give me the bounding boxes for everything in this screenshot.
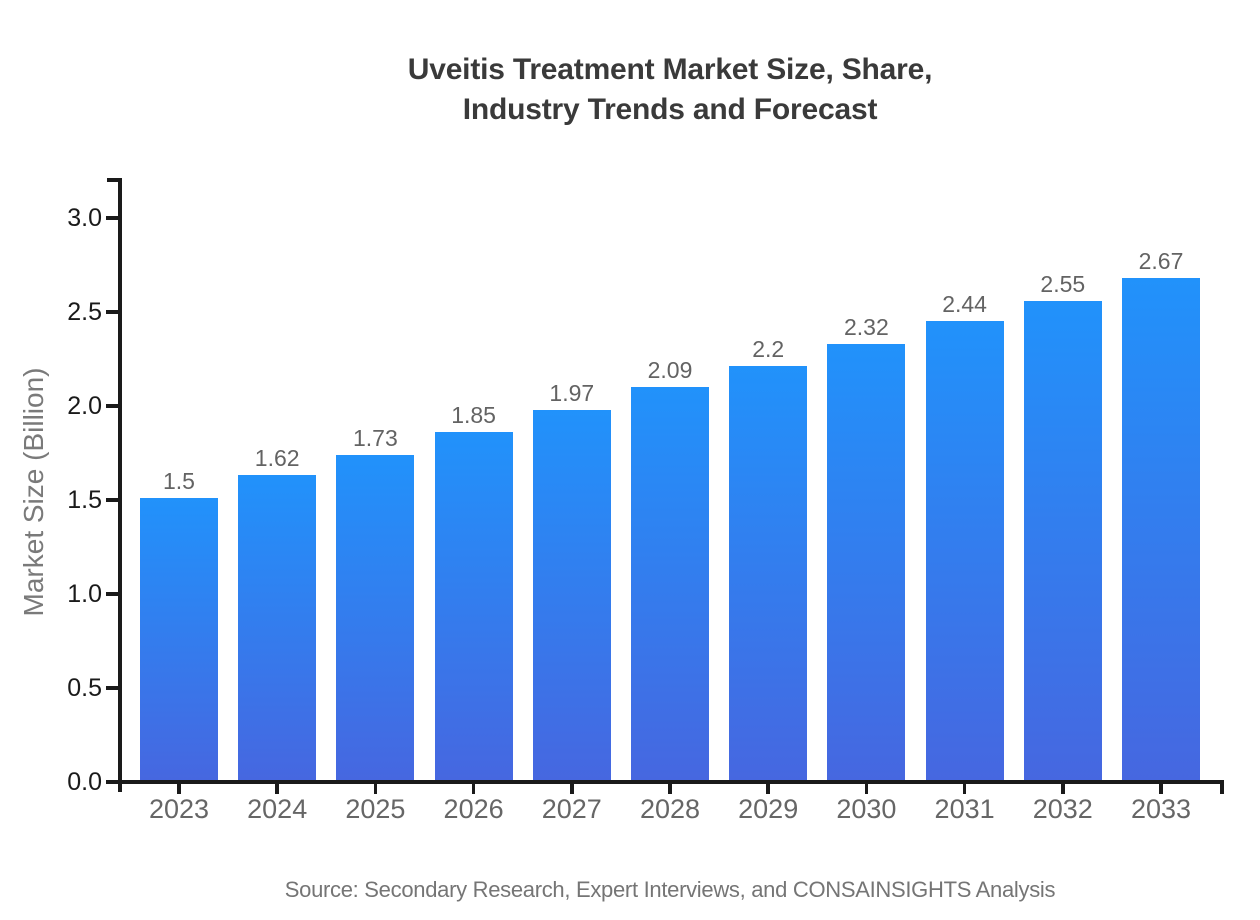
bar-value-label: 2.67 <box>1138 248 1184 275</box>
x-tick <box>1159 780 1163 794</box>
y-axis-end-cap <box>107 178 118 182</box>
bar <box>729 366 808 780</box>
y-tick <box>106 686 118 690</box>
bar <box>1122 278 1200 780</box>
bar-value-label: 2.09 <box>647 357 693 384</box>
bar-value-label: 2.2 <box>752 336 785 363</box>
y-tick-label: 2.0 <box>67 392 102 420</box>
x-tick-label: 2027 <box>541 794 602 824</box>
bar <box>631 387 709 780</box>
y-tick <box>106 592 118 596</box>
y-axis-spine <box>118 178 122 792</box>
bar-value-label: 1.85 <box>451 402 496 429</box>
y-tick-label: 3.0 <box>67 204 102 232</box>
x-tick-label: 2033 <box>1130 794 1192 824</box>
bar <box>434 432 513 780</box>
chart-title-line2: Industry Trends and Forecast <box>462 93 878 126</box>
x-tick <box>373 780 378 794</box>
x-axis-end-cap <box>1220 780 1224 794</box>
source-attribution: Source: Secondary Research, Expert Inter… <box>284 877 1056 902</box>
bar-value-label: 1.97 <box>549 379 595 406</box>
x-tick <box>864 780 869 794</box>
y-tick <box>106 404 118 408</box>
y-tick-label: 0.5 <box>67 674 102 702</box>
y-tick <box>106 498 118 502</box>
x-tick <box>1061 780 1065 794</box>
y-tick <box>106 310 118 314</box>
y-tick <box>106 216 118 220</box>
y-tick-label: 2.5 <box>67 298 102 326</box>
bar <box>925 321 1004 780</box>
chart-title: Uveitis Treatment Market Size, Share, In… <box>80 50 1260 130</box>
x-tick-label: 2031 <box>934 794 995 824</box>
bar-value-label: 2.32 <box>844 313 889 340</box>
bar <box>336 454 415 780</box>
x-tick-label: 2023 <box>148 794 210 824</box>
x-tick-label: 2025 <box>345 794 406 824</box>
bar <box>532 409 611 780</box>
y-tick <box>106 780 118 784</box>
x-tick <box>570 780 574 794</box>
y-tick-label: 1.5 <box>67 486 102 514</box>
x-tick-label: 2026 <box>443 794 504 824</box>
x-tick-label: 2029 <box>738 794 799 824</box>
x-tick-label: 2030 <box>836 794 897 824</box>
bar-value-label: 1.62 <box>254 445 300 472</box>
x-tick <box>177 780 181 794</box>
chart-title-line1: Uveitis Treatment Market Size, Share, <box>407 53 933 86</box>
y-tick-label: 1.0 <box>67 580 102 608</box>
x-tick <box>471 780 476 794</box>
x-tick <box>275 780 279 794</box>
bar-value-label: 1.73 <box>353 424 398 451</box>
bar <box>827 343 906 780</box>
x-tick-label: 2024 <box>247 794 308 824</box>
bar-value-label: 1.5 <box>163 468 195 494</box>
x-tick <box>668 780 672 794</box>
bar <box>238 475 317 780</box>
bar <box>140 498 218 780</box>
x-tick <box>962 780 967 794</box>
bar-value-label: 2.55 <box>1040 270 1086 297</box>
bar-value-label: 2.44 <box>942 291 987 318</box>
y-tick-label: 0.0 <box>67 768 102 796</box>
bar <box>1023 300 1102 780</box>
x-tick-label: 2028 <box>639 794 701 824</box>
x-tick-label: 2032 <box>1032 794 1093 824</box>
x-tick <box>766 780 770 794</box>
